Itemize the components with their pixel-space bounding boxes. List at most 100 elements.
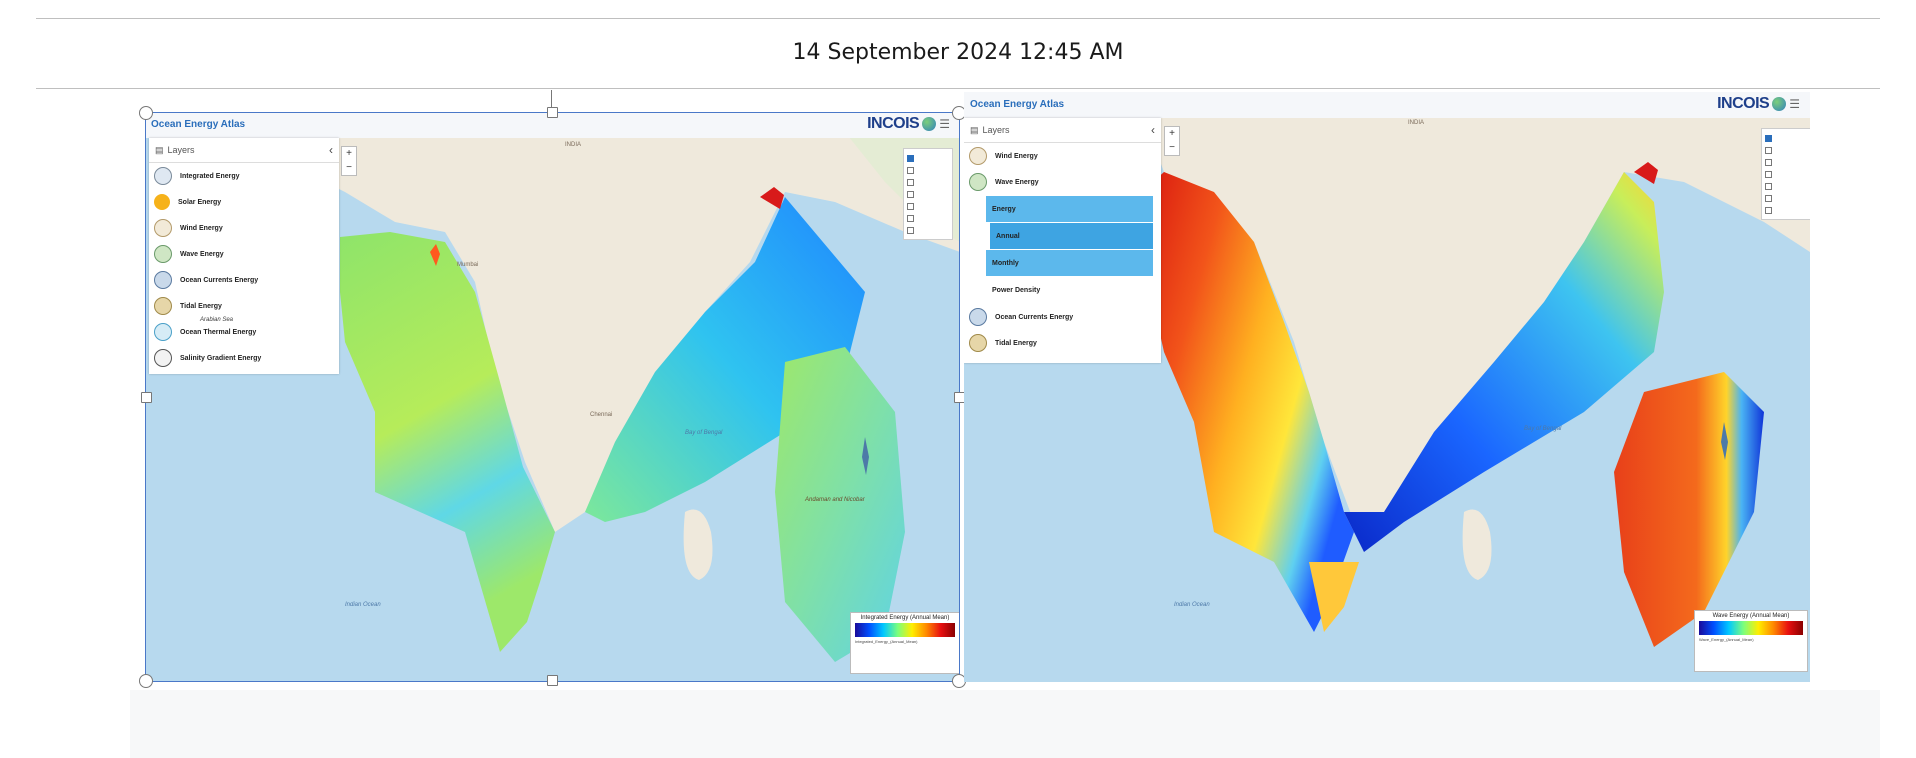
collapse-icon[interactable]: ‹	[1151, 123, 1155, 137]
datetime-heading: 14 September 2024 12:45 AM	[792, 40, 1124, 65]
zoom-control[interactable]: + −	[1164, 126, 1180, 156]
menu-icon[interactable]: ☰	[939, 117, 950, 131]
salinity-icon	[154, 349, 172, 367]
basemap-option[interactable]	[1765, 204, 1807, 216]
map-label-sea: Arabian Sea	[200, 317, 234, 323]
menu-icon[interactable]: ☰	[1789, 97, 1800, 111]
current-icon	[154, 271, 172, 289]
zoom-out-button[interactable]: −	[346, 162, 352, 173]
map-label-bay: Bay of Bengal	[1524, 426, 1562, 432]
zoom-out-button[interactable]: −	[1169, 142, 1175, 153]
basemap-option[interactable]	[907, 176, 949, 188]
zoom-control[interactable]: + −	[341, 146, 357, 176]
map-label-city: Mumbai	[457, 262, 479, 268]
checkbox[interactable]	[1765, 206, 1772, 214]
bottom-fade	[130, 690, 1880, 758]
layer-item[interactable]: Solar Energy	[149, 189, 339, 215]
current-icon	[969, 308, 987, 326]
basemap-switcher[interactable]	[1761, 128, 1810, 220]
layer-item[interactable]: Salinity Gradient Energy	[149, 345, 339, 371]
layer-item[interactable]: Wave Energy	[964, 169, 1161, 195]
sublayer-energy[interactable]: Energy	[986, 196, 1153, 222]
right-atlas-screenshot[interactable]: Ocean Energy Atlas INCOIS ☰ ▤ Layers ‹ W…	[964, 92, 1810, 682]
checkbox[interactable]	[1765, 146, 1772, 154]
top-divider	[36, 18, 1880, 19]
basemap-option[interactable]	[907, 200, 949, 212]
legend-title: Wave Energy (Annual Mean)	[1712, 613, 1790, 619]
layer-label: Tidal Energy	[180, 302, 222, 310]
right-app-header: Ocean Energy Atlas INCOIS ☰	[964, 92, 1810, 118]
map-label-country: INDIA	[565, 142, 582, 148]
right-brand-logo: INCOIS	[1717, 95, 1770, 112]
right-brand: INCOIS ☰	[1717, 95, 1800, 113]
resize-handle-nw[interactable]	[139, 106, 153, 120]
checkbox[interactable]	[907, 202, 914, 210]
layer-item[interactable]: Integrated Energy	[149, 163, 339, 189]
basemap-option[interactable]	[1765, 156, 1807, 168]
basemap-option[interactable]	[1765, 132, 1807, 144]
checkbox[interactable]	[907, 214, 914, 222]
basemap-option[interactable]	[1765, 180, 1807, 192]
basemap-option[interactable]	[1765, 168, 1807, 180]
left-brand-logo: INCOIS	[867, 115, 920, 132]
basemap-option[interactable]	[907, 224, 949, 236]
wave-icon	[969, 173, 987, 191]
left-atlas-screenshot[interactable]: Ocean Energy Atlas INCOIS ☰ ▤ Layers ‹ I…	[145, 112, 960, 682]
checkbox[interactable]	[907, 166, 914, 174]
layer-label: Wind Energy	[995, 152, 1038, 160]
resize-handle-w[interactable]	[141, 392, 152, 403]
resize-handle-sw[interactable]	[139, 674, 153, 688]
right-layers-panel: ▤ Layers ‹ Wind Energy Wave Energy Energ…	[964, 118, 1161, 363]
checkbox[interactable]	[907, 226, 914, 234]
resize-handle-n[interactable]	[547, 107, 558, 118]
checkbox[interactable]	[1765, 158, 1772, 166]
zoom-in-button[interactable]: +	[346, 148, 352, 159]
map-label-city: Chennai	[590, 412, 613, 418]
sublayer-monthly[interactable]: Monthly	[986, 250, 1153, 276]
header-divider	[36, 88, 1880, 89]
integrated-energy-icon	[154, 167, 172, 185]
sublayer-power-density[interactable]: Power Density	[992, 286, 1041, 294]
resize-handle-s[interactable]	[547, 675, 558, 686]
layer-item[interactable]: Wind Energy	[149, 215, 339, 241]
layer-label: Wave Energy	[180, 250, 224, 258]
collapse-icon[interactable]: ‹	[329, 143, 333, 157]
basemap-option[interactable]	[907, 188, 949, 200]
layer-item[interactable]: Ocean Thermal Energy	[149, 319, 339, 345]
left-layers-title: Layers	[167, 145, 195, 155]
checkbox[interactable]	[1765, 170, 1772, 178]
basemap-switcher[interactable]	[903, 148, 953, 240]
basemap-option[interactable]	[1765, 144, 1807, 156]
layer-item[interactable]: Tidal Energy	[964, 330, 1161, 356]
layer-item[interactable]: Ocean Currents Energy	[964, 304, 1161, 330]
checkbox[interactable]	[1765, 134, 1772, 142]
checkbox[interactable]	[907, 190, 914, 198]
zoom-in-button[interactable]: +	[1169, 128, 1175, 139]
right-layers-title: Layers	[982, 125, 1010, 135]
basemap-option[interactable]	[1765, 192, 1807, 204]
checkbox[interactable]	[907, 154, 914, 162]
legend-caption: Integrated_Energy_(Annual_Mean)	[855, 639, 918, 644]
basemap-option[interactable]	[907, 152, 949, 164]
legend-caption: Wave_Energy_(Annual_Mean)	[1699, 637, 1754, 642]
right-layers-header: ▤ Layers ‹	[964, 118, 1161, 143]
layer-item[interactable]: Wave Energy	[149, 241, 339, 267]
checkbox[interactable]	[1765, 182, 1772, 190]
rotate-handle-stem	[551, 90, 552, 112]
map-label-ocean: Indian Ocean	[345, 602, 381, 608]
layer-label: Ocean Thermal Energy	[180, 328, 257, 336]
layer-label: Ocean Currents Energy	[995, 313, 1074, 321]
layer-label: Ocean Currents Energy	[180, 276, 259, 284]
map-label-islands: Andaman and Nicobar	[805, 497, 865, 503]
layer-item[interactable]: Ocean Currents Energy	[149, 267, 339, 293]
map-label-country: INDIA	[1408, 120, 1425, 126]
basemap-option[interactable]	[907, 212, 949, 224]
checkbox[interactable]	[1765, 194, 1772, 202]
basemap-option[interactable]	[907, 164, 949, 176]
sublayer-annual[interactable]: Annual	[990, 223, 1153, 249]
layer-item[interactable]: Tidal Energy	[149, 293, 339, 319]
checkbox[interactable]	[907, 178, 914, 186]
layer-item[interactable]: Wind Energy	[964, 143, 1161, 169]
left-app-title: Ocean Energy Atlas	[151, 119, 246, 130]
left-map[interactable]	[145, 112, 960, 682]
